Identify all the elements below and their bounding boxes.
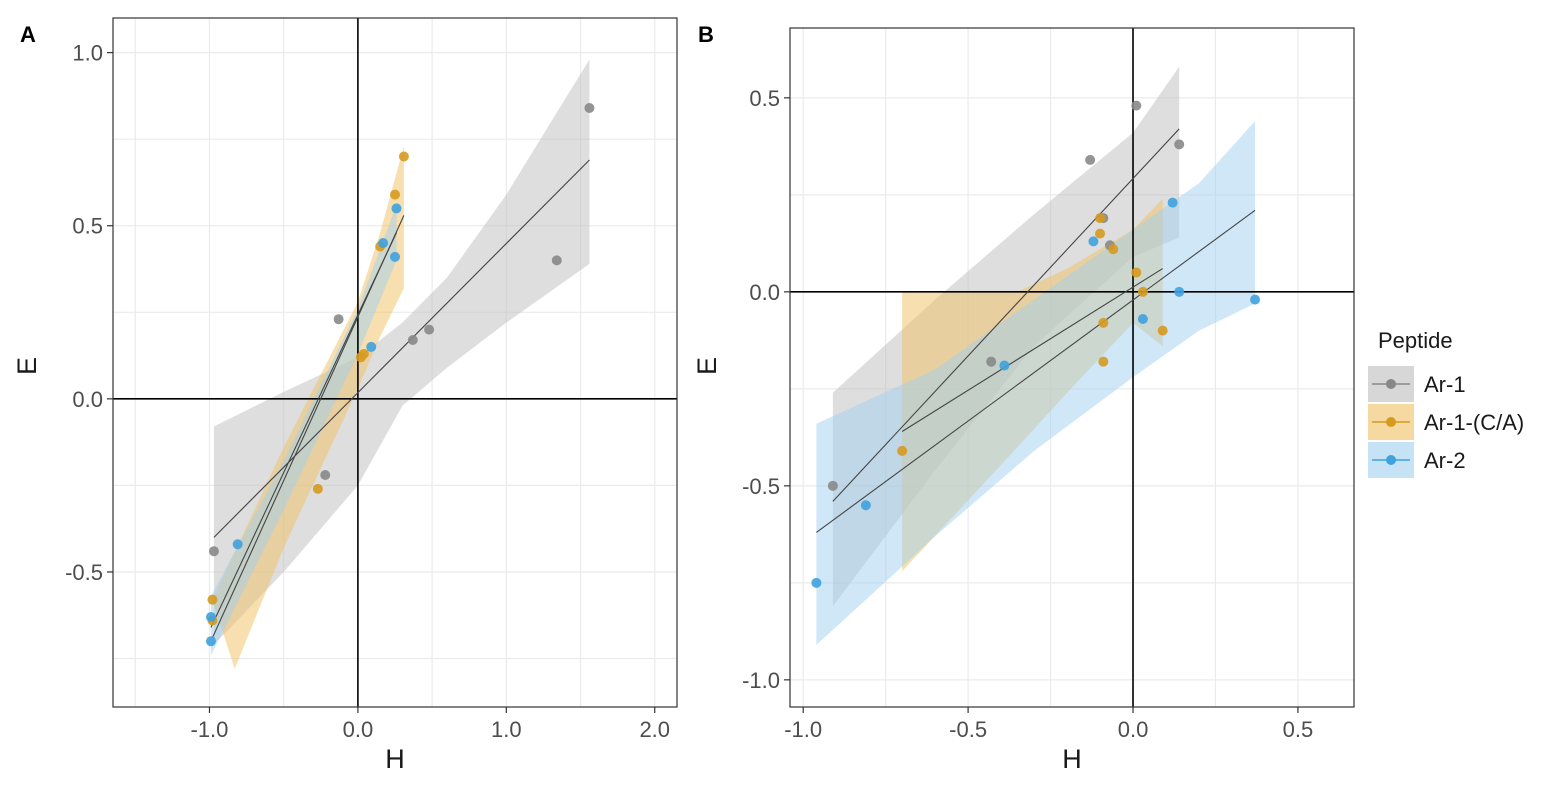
panel-b-y-tick-label: 0.0 <box>749 280 780 305</box>
panel-a-point-series-3 <box>390 251 400 262</box>
panel-b-point-series-3 <box>1088 236 1099 247</box>
panel-a-x-tick-label: 2.0 <box>639 717 670 742</box>
panel-a-point-series-1 <box>424 324 435 335</box>
panel-a-point-series-3 <box>378 238 389 249</box>
panel-b-fit-line-2 <box>901 268 1163 432</box>
panel-a-x-tick-label: 0.0 <box>343 717 374 742</box>
panel-b-point-series-2 <box>1098 356 1109 367</box>
panel-b-point-series-2 <box>1131 267 1142 278</box>
panel-a-x-axis-title: H <box>385 744 405 774</box>
panel-b-point-series-3 <box>999 360 1010 371</box>
panel-b-x-tick-label: 0.5 <box>1283 717 1314 742</box>
panel-a-point-series-1 <box>584 103 595 114</box>
panel-b-point-series-2 <box>1157 325 1168 336</box>
panel-a-label: A <box>20 22 36 47</box>
legend-key-point <box>1386 455 1396 465</box>
panel-b-point-series-3 <box>860 500 871 511</box>
panel-b-point-series-1 <box>827 480 838 491</box>
panel-b-plot: -1.0 -0.5 0.0 0.5 -1.0 -0.5 0.0 0.5 <box>742 27 1355 742</box>
panel-b-label: B <box>698 22 714 47</box>
panel-a-point-series-1 <box>551 255 562 266</box>
legend-item: Ar-2 <box>1368 442 1466 478</box>
panel-b-y-tick-label: 0.5 <box>749 86 780 111</box>
panel-b-point-series-2 <box>1098 317 1109 328</box>
panel-a: A -1.0 0.0 1.0 2.0 -0.5 0.0 0.5 1.0 H E <box>12 17 678 774</box>
panel-a-plot: -1.0 0.0 1.0 2.0 -0.5 0.0 0.5 1.0 <box>65 17 678 742</box>
panel-b-x-tick-label: 0.0 <box>1118 717 1149 742</box>
panel-a-x-tick-label: 1.0 <box>491 717 522 742</box>
panel-b-x-tick-label: -1.0 <box>784 717 822 742</box>
panel-a-point-series-3 <box>366 341 377 352</box>
panel-a-y-tick-label: -0.5 <box>65 560 103 585</box>
panel-b-y-tick-label: -1.0 <box>742 668 780 693</box>
legend-items: Ar-1 Ar-1-(C/A) Ar-2 <box>1368 366 1524 478</box>
legend: Peptide Ar-1 Ar-1-(C/A) Ar-2 <box>1368 328 1524 478</box>
panel-b-fit-line-1 <box>832 128 1180 502</box>
panel-a-ci-band-1 <box>213 59 590 645</box>
legend-item: Ar-1 <box>1368 366 1466 402</box>
panel-b-point-series-1 <box>1085 154 1096 165</box>
panel-a-point-series-2 <box>358 348 369 359</box>
panel-a-border <box>112 17 678 708</box>
panel-b-point-series-2 <box>1137 286 1148 297</box>
panel-a-point-series-3 <box>205 636 216 647</box>
panel-a-y-tick-label: 0.5 <box>72 214 103 239</box>
legend-label: Ar-2 <box>1424 448 1466 473</box>
legend-item: Ar-1-(C/A) <box>1368 404 1524 440</box>
panel-b: B -1.0 -0.5 0.0 0.5 -1.0 -0.5 0.0 0.5 H E <box>692 22 1355 774</box>
legend-key-point <box>1386 417 1396 427</box>
legend-title: Peptide <box>1378 328 1453 353</box>
panel-b-border <box>789 27 1355 708</box>
panel-b-point-series-2 <box>1095 228 1106 239</box>
panel-a-point-series-2 <box>398 151 409 162</box>
panel-b-point-series-2 <box>1108 244 1119 255</box>
panel-a-y-tick-label: 0.0 <box>72 387 103 412</box>
panel-a-point-series-2 <box>207 594 218 605</box>
panel-b-y-axis-title: E <box>692 357 722 375</box>
panel-a-point-series-3 <box>391 203 402 214</box>
panel-b-point-series-3 <box>811 577 822 588</box>
panel-a-x-tick-label: -1.0 <box>191 717 229 742</box>
panel-b-x-tick-label: -0.5 <box>949 717 987 742</box>
legend-label: Ar-1-(C/A) <box>1424 410 1524 435</box>
panel-b-point-series-3 <box>1137 314 1148 324</box>
panel-b-point-series-1 <box>1174 139 1185 150</box>
panel-a-y-axis-title: E <box>12 357 42 375</box>
panel-a-point-series-1 <box>333 314 344 325</box>
legend-label: Ar-1 <box>1424 372 1466 397</box>
panel-a-point-series-1 <box>407 334 418 345</box>
panel-a-point-series-2 <box>390 189 400 200</box>
panel-b-point-series-3 <box>1174 286 1185 297</box>
panel-b-ci-band-3 <box>816 121 1256 645</box>
panel-b-point-series-3 <box>1167 197 1178 208</box>
panel-b-point-series-3 <box>1250 294 1261 305</box>
panel-a-point-series-2 <box>312 483 323 494</box>
panel-a-fit-line-1 <box>213 159 590 538</box>
panel-a-point-series-3 <box>232 539 243 550</box>
panel-a-point-series-1 <box>320 470 331 481</box>
panel-b-point-series-2 <box>897 445 908 456</box>
legend-key-point <box>1386 379 1396 389</box>
panel-a-point-series-1 <box>208 546 219 557</box>
panel-a-point-series-3 <box>205 611 216 622</box>
panel-b-point-series-2 <box>1095 213 1106 224</box>
panel-b-point-series-1 <box>986 356 997 367</box>
panel-b-x-axis-title: H <box>1062 744 1082 774</box>
panel-a-fit-line-3 <box>210 232 397 628</box>
panel-b-point-series-1 <box>1131 100 1142 111</box>
panel-b-y-tick-label: -0.5 <box>742 474 780 499</box>
panel-b-fit-line-3 <box>816 209 1256 533</box>
panel-a-y-tick-label: 1.0 <box>72 41 103 66</box>
